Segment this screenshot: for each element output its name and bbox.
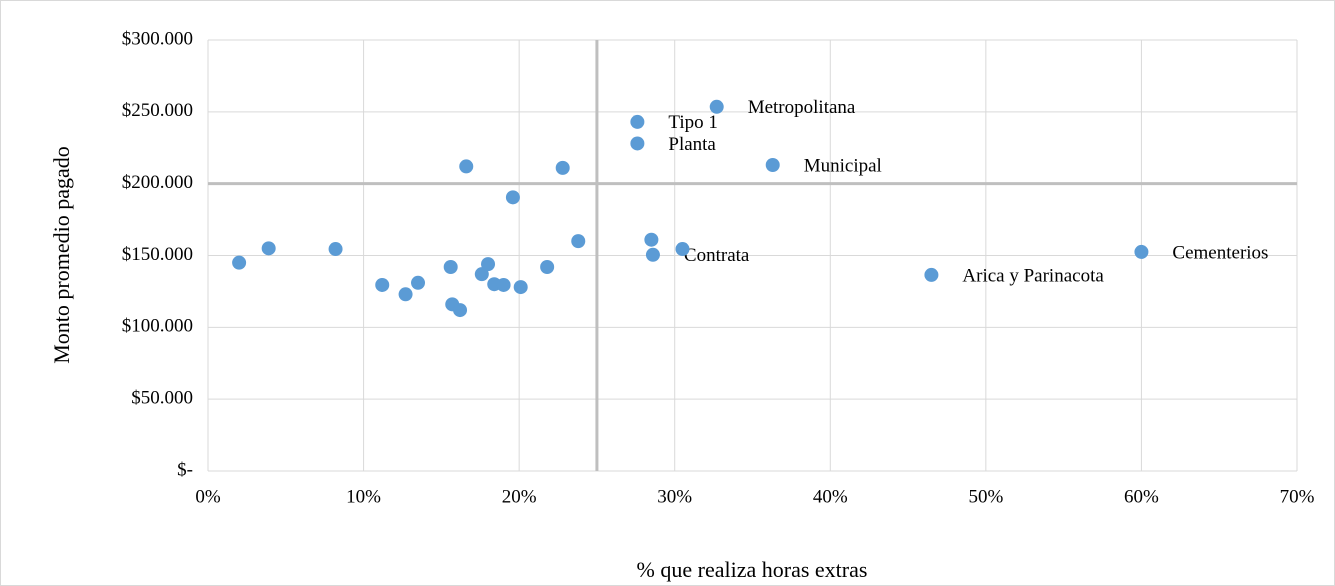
point <box>398 287 413 302</box>
y-tick-label: $300.000 <box>122 28 193 49</box>
x-tick-label: 50% <box>968 486 1003 507</box>
x-tick-label: 0% <box>195 486 221 507</box>
point <box>630 114 645 129</box>
y-tick-label: $200.000 <box>122 172 193 193</box>
point-label: Municipal <box>804 155 882 176</box>
y-axis-title: Monto promedio pagado <box>49 146 74 364</box>
point <box>443 259 458 274</box>
point-label: Planta <box>668 134 716 155</box>
point <box>474 267 489 282</box>
point <box>261 241 276 256</box>
point <box>453 303 468 318</box>
point <box>1134 244 1149 259</box>
point <box>481 257 496 272</box>
x-axis-title: % que realiza horas extras <box>637 557 868 582</box>
point <box>709 99 724 114</box>
point <box>765 157 780 172</box>
point <box>924 267 939 282</box>
point <box>513 280 528 295</box>
point <box>571 234 586 249</box>
point <box>645 247 660 262</box>
x-tick-label: 70% <box>1280 486 1315 507</box>
point-label: Arica y Parinacota <box>962 265 1104 286</box>
point <box>505 190 520 205</box>
x-tick-label: 10% <box>346 486 381 507</box>
point <box>496 277 511 292</box>
point <box>540 259 555 274</box>
point <box>375 277 390 292</box>
point <box>328 242 343 257</box>
point-label: Contrata <box>684 245 750 266</box>
point <box>411 275 426 290</box>
point <box>459 159 474 174</box>
point-label: Tipo 1 <box>668 112 717 133</box>
point <box>644 232 659 247</box>
y-tick-label: $- <box>177 459 193 480</box>
point <box>232 255 247 270</box>
point-label: Metropolitana <box>748 97 856 118</box>
point <box>555 160 570 175</box>
y-tick-label: $50.000 <box>131 388 193 409</box>
point-label: Cementerios <box>1172 242 1268 263</box>
x-tick-label: 30% <box>657 486 692 507</box>
point <box>675 242 690 257</box>
x-tick-label: 40% <box>813 486 848 507</box>
x-tick-label: 20% <box>502 486 537 507</box>
y-tick-label: $250.000 <box>122 100 193 121</box>
y-tick-label: $150.000 <box>122 244 193 265</box>
point <box>630 136 645 151</box>
x-tick-label: 60% <box>1124 486 1159 507</box>
y-tick-label: $100.000 <box>122 316 193 337</box>
